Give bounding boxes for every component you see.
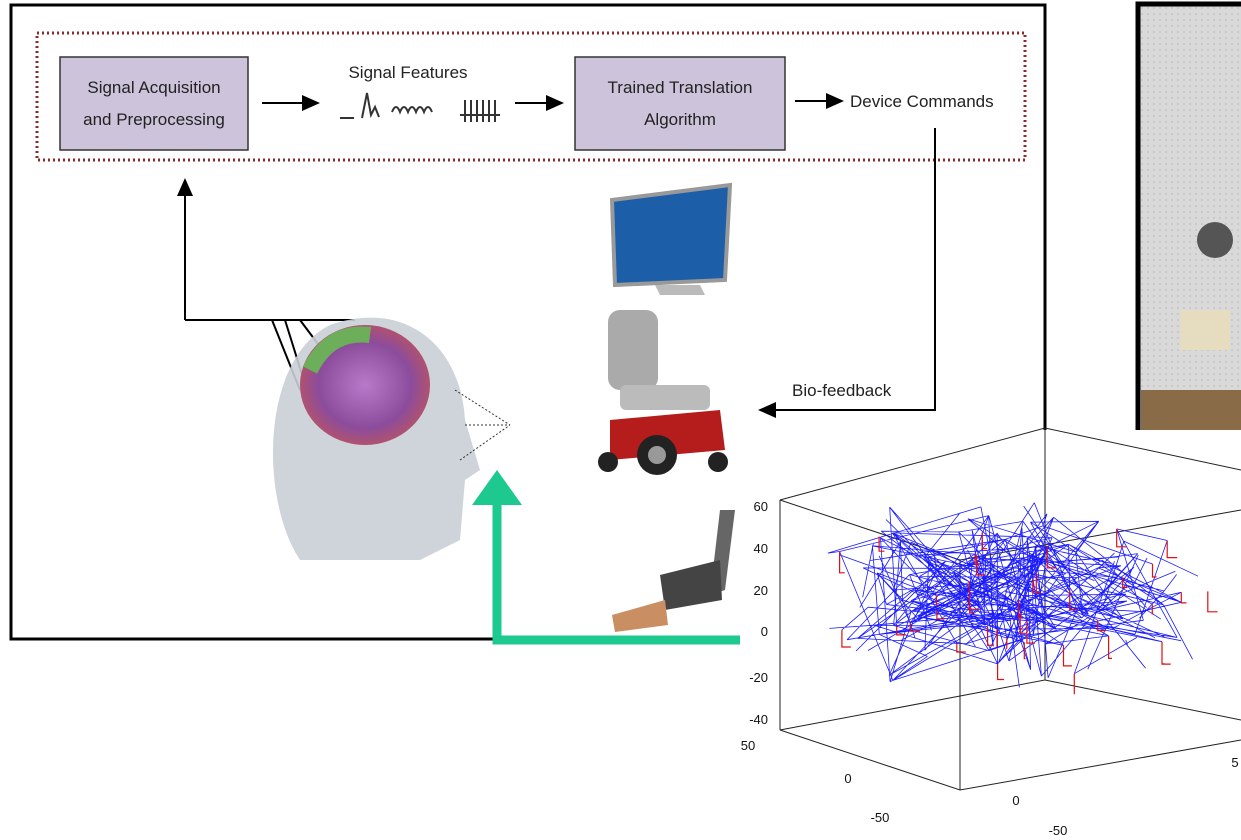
- acquisition-block: Signal Acquisition and Preprocessing: [60, 57, 248, 150]
- y-tick: -50: [871, 810, 890, 825]
- z-tick: -40: [749, 712, 768, 727]
- commands-label: Device Commands: [850, 92, 994, 111]
- x-tick: 5: [1231, 755, 1238, 770]
- z-tick: 20: [754, 583, 768, 598]
- block-label: Algorithm: [644, 110, 716, 129]
- block-label: Trained Translation: [608, 78, 753, 97]
- features-label: Signal Features: [348, 63, 467, 82]
- block-label: and Preprocessing: [83, 110, 225, 129]
- x-tick: 0: [1012, 793, 1019, 808]
- translation-block: Trained Translation Algorithm: [575, 57, 785, 150]
- y-tick: 50: [741, 738, 755, 753]
- block-label: Signal Acquisition: [87, 78, 220, 97]
- z-tick: -20: [749, 670, 768, 685]
- monitor-image: [612, 185, 730, 295]
- z-tick: 60: [754, 499, 768, 514]
- feedback-label: Bio-feedback: [792, 381, 892, 400]
- x-tick: -50: [1049, 823, 1068, 838]
- y-tick: 0: [844, 771, 851, 786]
- photo-panel: [1138, 4, 1241, 456]
- z-tick: 0: [761, 624, 768, 639]
- network-plot: [740, 428, 1241, 840]
- z-tick: 40: [754, 541, 768, 556]
- scene: Signal Acquisition and Preprocessing Sig…: [0, 0, 1241, 840]
